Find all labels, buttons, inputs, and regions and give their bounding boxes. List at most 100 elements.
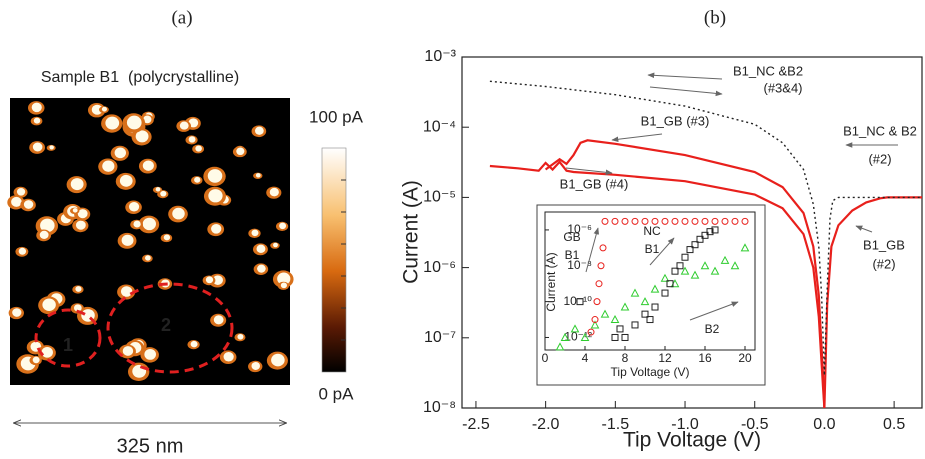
grain	[126, 115, 142, 130]
marker	[616, 325, 624, 333]
annotation: (#2)	[868, 151, 891, 166]
grain	[91, 104, 103, 115]
marker	[671, 217, 679, 225]
annotation: B1_GB (#4)	[560, 176, 629, 191]
marker	[651, 303, 659, 311]
marker	[740, 243, 750, 252]
marker	[593, 298, 601, 306]
annotation-arrow	[649, 86, 723, 97]
marker	[641, 310, 649, 318]
series-line	[489, 160, 826, 409]
colorbar-label: 0 pA	[319, 384, 355, 403]
marker	[570, 324, 580, 333]
grain	[39, 230, 49, 240]
annotation: B1_GB	[863, 237, 905, 252]
marker	[686, 246, 694, 254]
marker	[640, 297, 650, 306]
grain	[163, 234, 171, 241]
inset-y-tick-label: 10⁻⁸	[567, 258, 592, 272]
grain	[32, 142, 43, 152]
grain	[160, 190, 167, 197]
grain	[223, 351, 234, 362]
marker	[587, 328, 595, 336]
marker	[600, 309, 610, 318]
grain	[33, 117, 41, 124]
marker	[641, 217, 649, 225]
scale-label: 325 nm	[117, 435, 184, 457]
grain	[271, 353, 285, 367]
marker	[580, 332, 590, 341]
grain	[105, 116, 120, 130]
x-tick-label: 0.0	[813, 416, 835, 433]
marker	[691, 241, 699, 249]
y-tick-label: 10⁻³	[424, 48, 456, 65]
grain	[190, 340, 198, 348]
region-outline	[106, 282, 234, 374]
marker	[599, 244, 607, 252]
colorbar-label: 100 pA	[309, 107, 364, 126]
series-line	[544, 139, 826, 409]
inset-annotation: B2	[705, 322, 720, 336]
grain	[102, 160, 115, 172]
marker	[691, 217, 699, 225]
inset-y-tick-label: 10⁻¹⁰	[564, 294, 593, 308]
grain	[18, 247, 27, 255]
marker	[630, 288, 640, 297]
grain	[256, 244, 266, 254]
panel-label: (a)	[171, 7, 192, 28]
plot-frame	[461, 56, 923, 409]
grain	[179, 121, 189, 130]
grain	[188, 136, 196, 143]
inset-annotation: NC	[643, 224, 661, 238]
grain	[280, 282, 287, 289]
marker	[731, 217, 739, 225]
grain	[49, 145, 54, 150]
grain	[207, 169, 223, 183]
grain	[16, 187, 26, 196]
marker	[631, 217, 639, 225]
annotation-arrow	[647, 72, 723, 80]
inset-x-title: Tip Voltage (V)	[611, 365, 690, 379]
marker	[560, 332, 570, 341]
grain	[273, 242, 278, 248]
marker	[701, 217, 709, 225]
marker	[576, 298, 584, 306]
marker	[621, 333, 629, 341]
grain	[12, 308, 22, 317]
grain	[172, 207, 185, 220]
grain	[211, 223, 222, 234]
marker	[611, 333, 619, 341]
marker	[681, 253, 689, 261]
inset-x-tick-label: 16	[698, 351, 712, 365]
marker	[595, 280, 603, 288]
y-tick-label: 10⁻⁷	[424, 329, 456, 346]
inset-x-tick-label: 8	[622, 351, 629, 365]
inset-x-tick-label: 12	[658, 351, 672, 365]
grain	[208, 189, 223, 203]
x-tick-label: -2.0	[532, 416, 560, 433]
marker	[721, 217, 729, 225]
grain	[236, 147, 245, 156]
marker	[601, 217, 609, 225]
x-tick-label: -0.5	[741, 416, 769, 433]
grain	[41, 346, 53, 358]
marker	[681, 217, 689, 225]
grain	[194, 176, 201, 183]
marker	[666, 280, 674, 288]
marker	[650, 284, 660, 293]
annotation-arrow	[565, 167, 613, 176]
grain	[75, 286, 82, 292]
grain	[120, 286, 133, 297]
marker	[620, 302, 630, 311]
y-tick-label: 10⁻⁶	[423, 259, 456, 276]
annotation: (#3&4)	[763, 80, 802, 95]
grain	[269, 187, 279, 197]
marker	[741, 217, 749, 225]
marker	[611, 217, 619, 225]
x-tick-label: 0.5	[883, 416, 905, 433]
inset-x-tick-label: 20	[738, 351, 752, 365]
grain	[213, 315, 224, 325]
grain	[277, 272, 291, 285]
annotation: B1_NC &B2	[733, 63, 803, 78]
inset-x-tick-label: 4	[582, 351, 589, 365]
